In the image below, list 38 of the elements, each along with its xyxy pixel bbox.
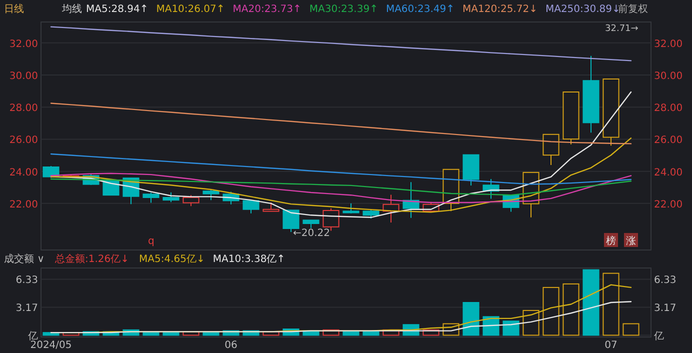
y2-tick-label: 3.17: [654, 303, 676, 314]
text: MA20:23.73↑: [232, 4, 302, 15]
y2-tick-label: 26.00: [654, 135, 683, 146]
y-tick-label: 30.00: [9, 70, 38, 82]
text: 前复权: [618, 3, 648, 15]
text: 日线: [4, 3, 24, 15]
y-tick-label: 26.00: [9, 135, 38, 146]
x-tick-label: 2024/05: [30, 340, 72, 351]
y-tick-label: 22.00: [9, 199, 38, 210]
text: MA120:25.72↓: [462, 4, 538, 15]
text: MA10:26.07↑: [156, 4, 225, 15]
y2-tick-label: 32.00: [654, 38, 683, 50]
x-tick-label: 07: [604, 340, 618, 351]
y2-tick-label: 亿: [653, 331, 664, 342]
annotation: ←20.22: [293, 228, 330, 240]
y-tick-label: 24.00: [9, 167, 38, 178]
y2-tick-label: 6.33: [654, 275, 676, 286]
text: 总金额:1.26亿↓: [54, 253, 130, 265]
y-tick-label: 3.17: [16, 303, 38, 314]
y2-tick-label: 24.00: [654, 167, 683, 178]
text: MA5:4.65亿↓: [139, 254, 205, 265]
text: MA60:23.49↑: [386, 4, 455, 15]
text: 成交额 ∨: [4, 253, 44, 265]
y-tick-label: 32.00: [9, 38, 38, 50]
annotation: 涨: [626, 235, 636, 247]
text: MA5:28.94↑: [86, 4, 148, 15]
y-tick-label: 28.00: [9, 103, 38, 114]
text: MA30:23.39↑: [309, 4, 378, 15]
y2-tick-label: 22.00: [654, 199, 683, 210]
text: 均线: [61, 3, 82, 15]
annotation: 32.71→: [605, 24, 639, 34]
annotation: 榜: [606, 235, 616, 247]
text: MA10:3.38亿↑: [212, 254, 286, 265]
x-tick-label: 06: [224, 340, 238, 351]
y-tick-label: 6.33: [16, 275, 38, 286]
annotation: q: [148, 236, 154, 247]
y2-tick-label: 30.00: [654, 70, 683, 82]
y2-tick-label: 28.00: [654, 103, 683, 114]
